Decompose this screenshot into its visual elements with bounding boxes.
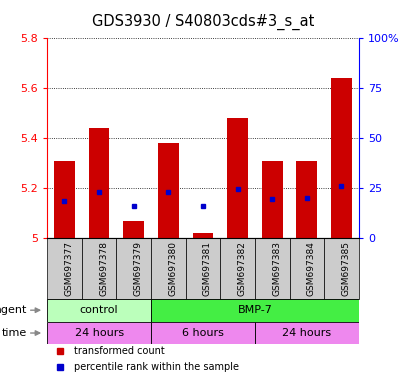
Text: transformed count: transformed count <box>74 346 164 356</box>
Text: GSM697383: GSM697383 <box>272 241 281 296</box>
Text: GSM697378: GSM697378 <box>99 241 108 296</box>
Text: GSM697381: GSM697381 <box>202 241 211 296</box>
Text: agent: agent <box>0 305 27 315</box>
Bar <box>261 161 282 238</box>
Bar <box>330 78 351 238</box>
Bar <box>289 238 324 299</box>
Bar <box>47 322 151 344</box>
Bar <box>220 238 254 299</box>
Bar <box>116 238 151 299</box>
Bar <box>81 238 116 299</box>
Bar <box>254 322 358 344</box>
Bar <box>254 238 289 299</box>
Bar <box>123 221 144 238</box>
Bar <box>227 118 247 238</box>
Bar <box>192 233 213 238</box>
Bar <box>151 322 254 344</box>
Bar <box>151 238 185 299</box>
Bar <box>151 299 358 322</box>
Bar <box>54 161 75 238</box>
Bar <box>324 238 358 299</box>
Text: GDS3930 / S40803cds#3_s_at: GDS3930 / S40803cds#3_s_at <box>92 13 313 30</box>
Text: GSM697379: GSM697379 <box>133 241 142 296</box>
Text: percentile rank within the sample: percentile rank within the sample <box>74 362 238 372</box>
Text: 24 hours: 24 hours <box>281 328 330 338</box>
Bar <box>296 161 317 238</box>
Bar <box>157 143 178 238</box>
Text: 24 hours: 24 hours <box>74 328 124 338</box>
Text: BMP-7: BMP-7 <box>237 305 272 315</box>
Bar <box>47 299 151 322</box>
Text: GSM697377: GSM697377 <box>64 241 73 296</box>
Text: control: control <box>80 305 118 315</box>
Bar <box>185 238 220 299</box>
Bar <box>47 238 81 299</box>
Text: GSM697385: GSM697385 <box>341 241 350 296</box>
Text: time: time <box>2 328 27 338</box>
Text: GSM697382: GSM697382 <box>237 241 246 296</box>
Text: GSM697384: GSM697384 <box>306 241 315 296</box>
Bar <box>88 128 109 238</box>
Text: 6 hours: 6 hours <box>182 328 223 338</box>
Text: GSM697380: GSM697380 <box>168 241 177 296</box>
